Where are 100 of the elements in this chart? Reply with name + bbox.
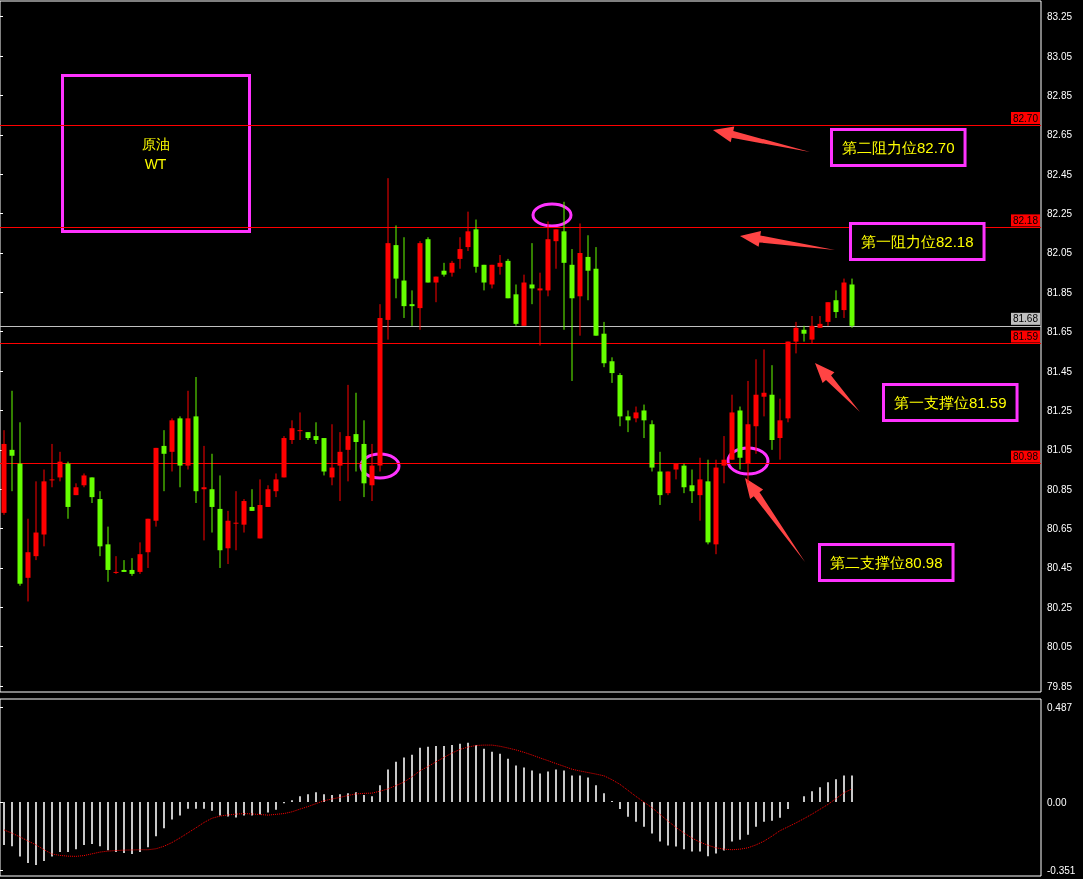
bar: [155, 802, 157, 837]
bar: [275, 802, 277, 810]
bar: [587, 777, 589, 803]
bar: [467, 742, 469, 803]
y-tick-label: 80.65: [1047, 523, 1073, 535]
candlestick: [289, 419, 295, 445]
ref-line-label: 80.98: [1012, 451, 1039, 463]
candlestick: [801, 325, 807, 343]
y-tick-label: 81.25: [1047, 404, 1073, 416]
y-tick-label: 82.25: [1047, 208, 1073, 220]
candlestick: [441, 262, 447, 278]
bar: [771, 802, 773, 821]
candlestick: [633, 406, 639, 423]
bar: [19, 802, 21, 857]
text: 原油 WT: [141, 135, 170, 172]
y-tick-label: 81.65: [1047, 326, 1073, 338]
bar: [51, 802, 53, 857]
candlestick: [433, 276, 439, 303]
bar: [131, 802, 133, 855]
bar: [499, 753, 501, 803]
bar: [339, 794, 341, 803]
bar: [451, 744, 453, 803]
candlestick: [129, 557, 135, 577]
candlestick: [625, 409, 631, 433]
bar: [227, 802, 229, 817]
candlestick: [529, 242, 535, 305]
annotation: 第二阻力位82.70: [842, 139, 955, 156]
bar: [427, 746, 429, 803]
bar: [755, 802, 757, 827]
bar: [635, 802, 637, 822]
bar: [315, 792, 317, 803]
candlestick: [825, 301, 831, 327]
candlestick: [481, 264, 487, 291]
bar: [515, 765, 517, 803]
bar: [211, 802, 213, 811]
bar: [739, 802, 741, 840]
bar: [115, 802, 117, 853]
candlestick: [89, 476, 95, 504]
bar: [179, 802, 181, 816]
bar: [475, 744, 477, 803]
bar: [107, 802, 109, 851]
candlestick: [409, 289, 415, 327]
bar: [699, 802, 701, 852]
bar: [171, 802, 173, 820]
candlestick: [313, 421, 319, 445]
bar: [483, 748, 485, 803]
candlestick: [33, 480, 39, 561]
y-tick-label: 82.65: [1047, 129, 1073, 141]
bar: [203, 802, 205, 809]
bar: [723, 802, 725, 851]
bar: [627, 802, 629, 817]
candlestick: [457, 236, 463, 270]
bar: [3, 802, 5, 845]
bar: [619, 802, 621, 809]
bar: [803, 796, 805, 803]
y-tick-label: 0.00: [1047, 796, 1067, 808]
bar: [851, 775, 853, 803]
bar: [243, 802, 245, 816]
bar: [659, 802, 661, 842]
y-tick-label: 80.05: [1047, 641, 1073, 653]
bar: [731, 802, 733, 842]
ref-line-label: 82.70: [1012, 112, 1039, 124]
candlestick: [497, 254, 503, 276]
y-tick-label: 80.45: [1047, 562, 1073, 574]
bar: [555, 769, 557, 803]
bar: [523, 767, 525, 803]
candlestick: [249, 488, 255, 512]
candlestick: [209, 453, 215, 534]
bar: [843, 775, 845, 803]
candlestick: [9, 390, 15, 492]
bar: [763, 802, 765, 822]
bar: [251, 802, 253, 816]
y-tick-label: 80.85: [1047, 483, 1073, 495]
bar: [539, 773, 541, 803]
candlestick: [137, 541, 143, 575]
candlestick: [777, 398, 783, 461]
annotation: 第二支撑位80.98: [830, 554, 943, 571]
bar: [547, 771, 549, 803]
candlestick: [609, 356, 615, 384]
bar: [259, 802, 261, 815]
bar: [163, 802, 165, 829]
bar: [371, 796, 373, 803]
ref-line-label: 82.18: [1012, 214, 1039, 226]
y-tick-label: 79.85: [1047, 680, 1073, 692]
y-tick-label: -0.351: [1047, 864, 1076, 876]
bar: [299, 796, 301, 803]
bar: [83, 802, 85, 845]
bar: [651, 802, 653, 834]
bar: [75, 802, 77, 850]
ref-line-label: 81.59: [1012, 331, 1039, 343]
bar: [811, 791, 813, 803]
line-series: [3, 744, 853, 857]
bar: [147, 802, 149, 848]
bar: [363, 795, 365, 803]
bar: [187, 802, 189, 809]
bar: [595, 785, 597, 803]
candlestick: [689, 469, 695, 504]
bar: [603, 793, 605, 803]
y-tick-label: 81.85: [1047, 286, 1073, 298]
bar: [787, 802, 789, 809]
